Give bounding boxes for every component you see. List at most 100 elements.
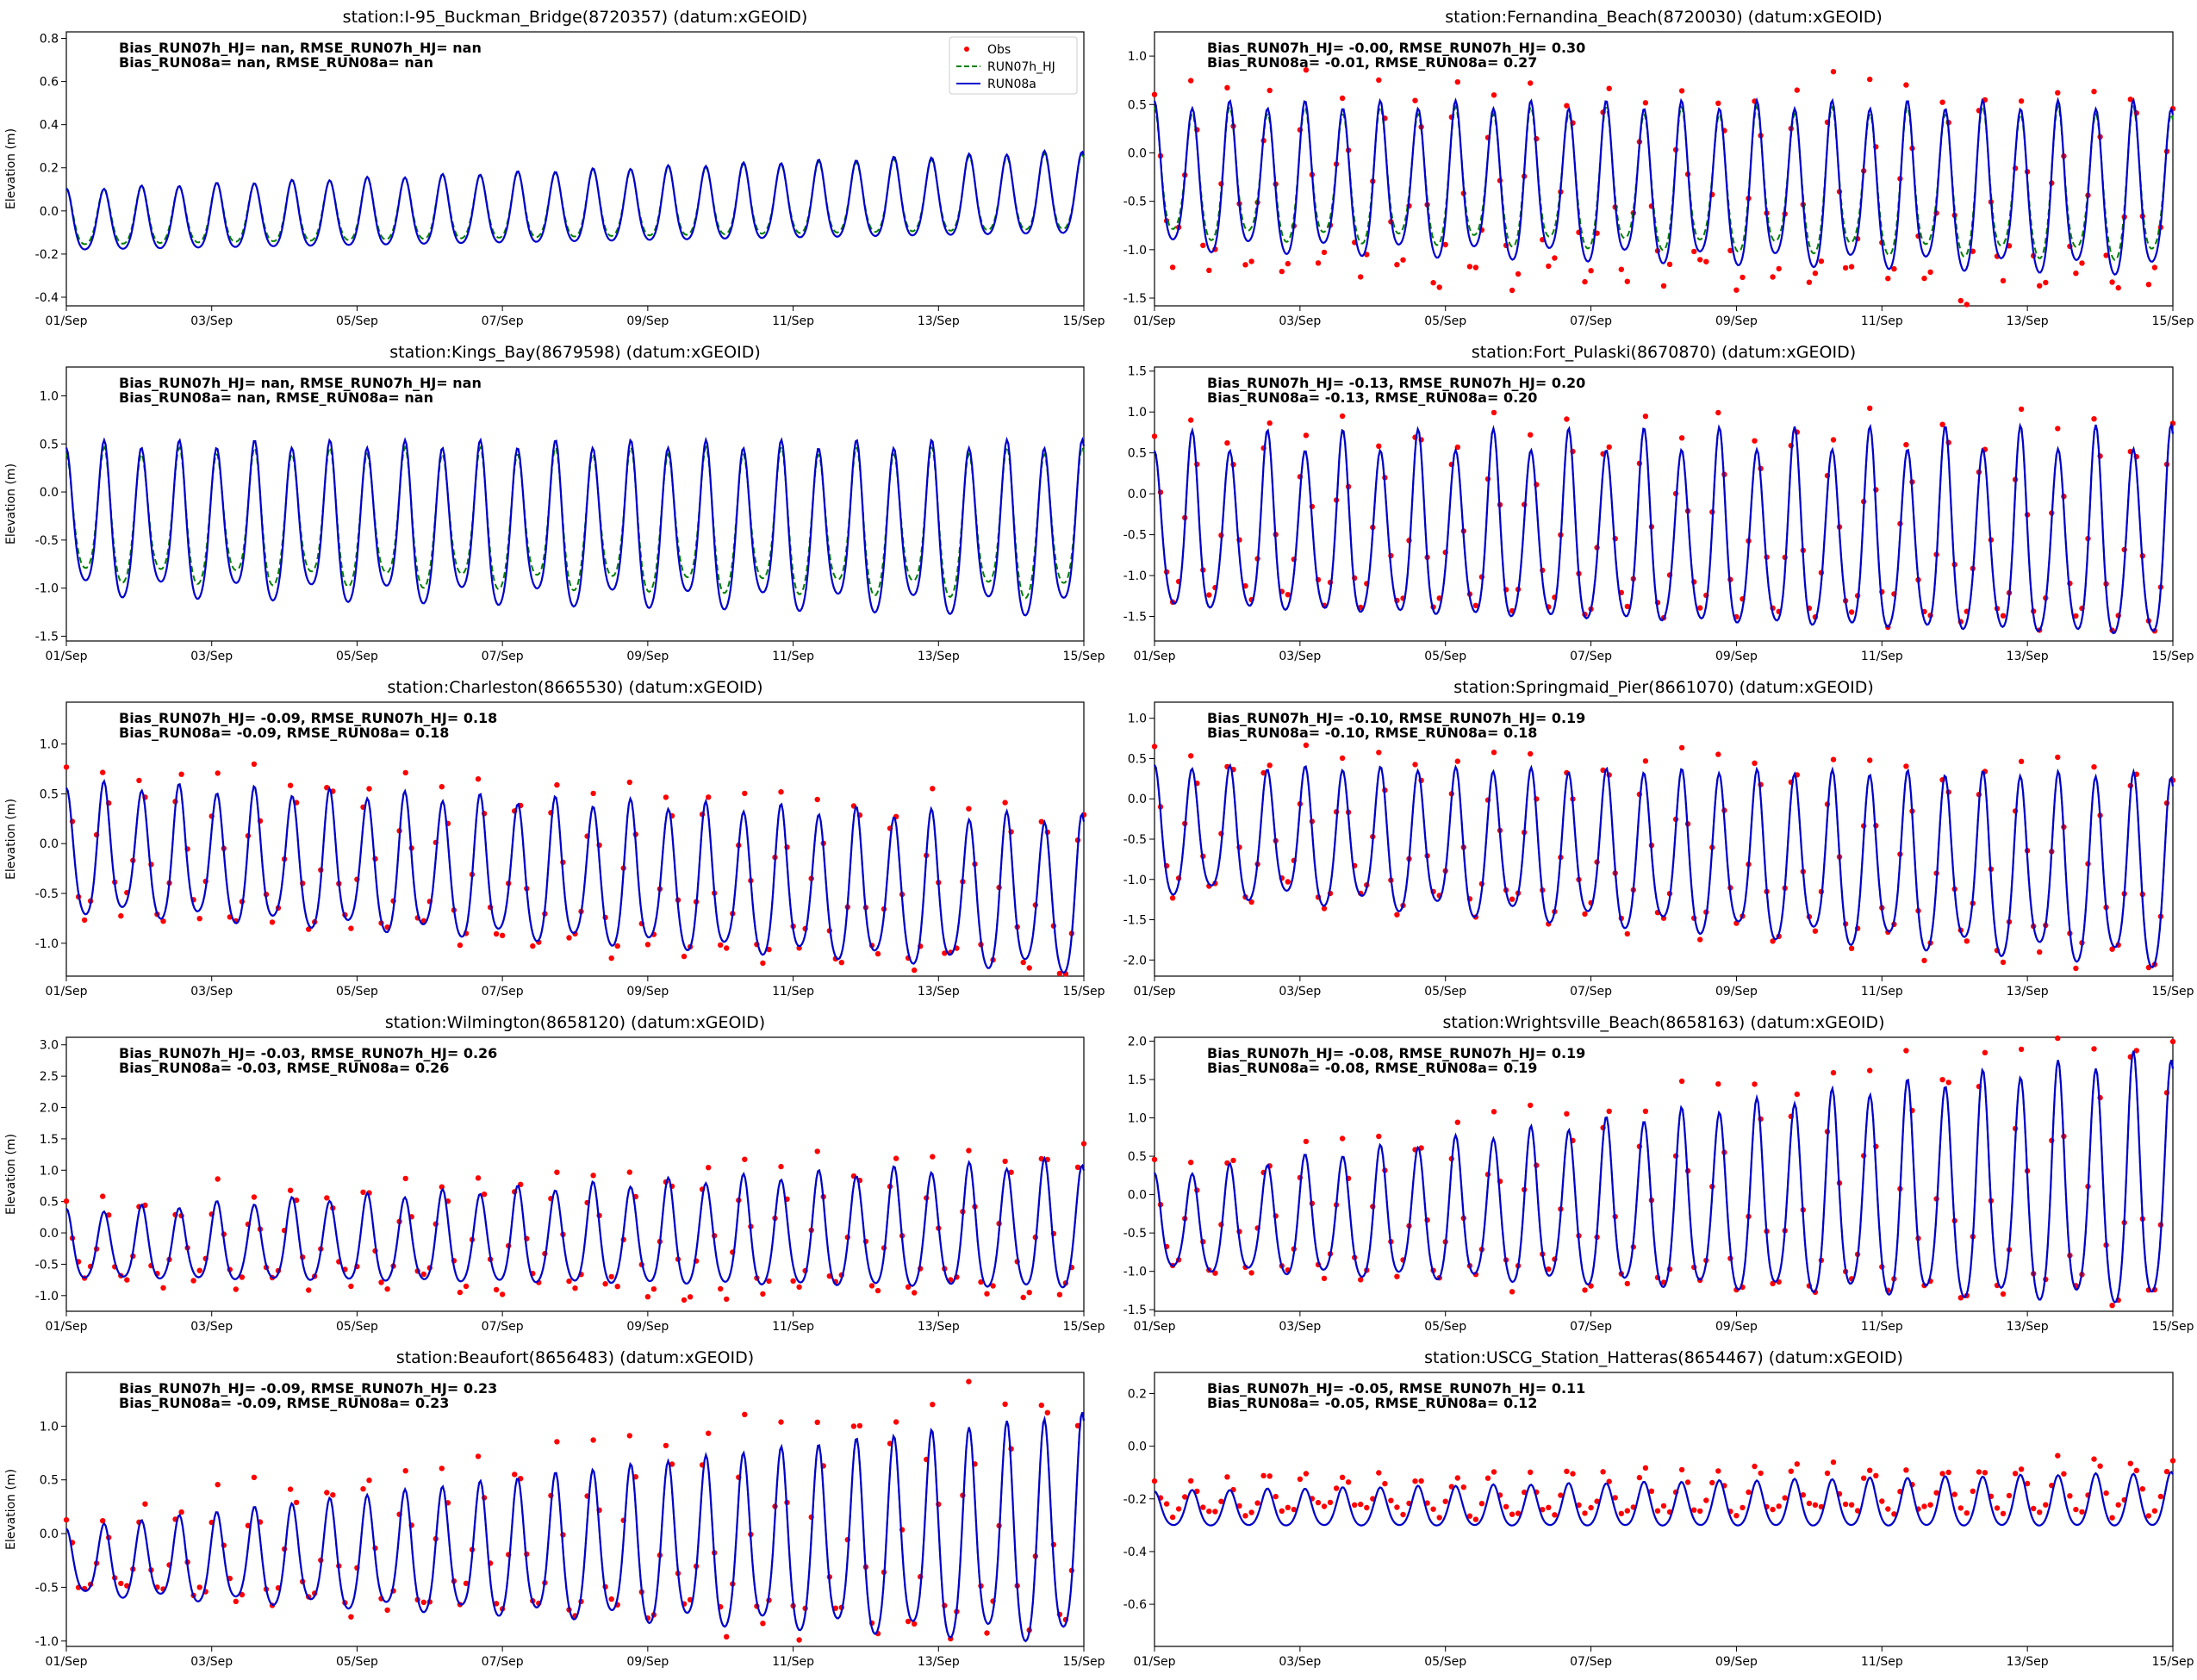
obs-point xyxy=(2091,89,2097,95)
x-tick-label: 03/Sep xyxy=(1279,314,1321,328)
obs-point xyxy=(251,1474,258,1481)
obs-point xyxy=(1436,284,1442,290)
y-tick-label: 0.2 xyxy=(1128,1387,1147,1401)
obs-point xyxy=(2067,1493,2073,1499)
obs-point xyxy=(626,1169,632,1175)
obs-point xyxy=(1248,258,1254,264)
obs-point xyxy=(1400,1511,1406,1518)
obs-point xyxy=(2079,1509,2085,1515)
obs-point xyxy=(1678,435,1685,441)
obs-point xyxy=(1303,1471,1310,1477)
obs-point xyxy=(1564,103,1570,109)
obs-point xyxy=(1582,1287,1588,1293)
obs-point xyxy=(1921,1503,1927,1509)
y-tick-label: 0.5 xyxy=(40,438,59,451)
y-tick-label: 1.5 xyxy=(1128,1073,1147,1087)
obs-point xyxy=(1582,278,1588,285)
obs-point xyxy=(796,1284,802,1291)
obs-point xyxy=(1854,1508,1861,1514)
obs-point xyxy=(856,1422,863,1429)
obs-point xyxy=(1582,1510,1588,1516)
x-tick-label: 01/Sep xyxy=(1134,985,1176,999)
x-tick-label: 05/Sep xyxy=(1424,985,1466,999)
obs-point xyxy=(1321,1503,1328,1509)
y-tick-label: 0.4 xyxy=(40,119,59,133)
obs-point xyxy=(1582,911,1588,918)
obs-point xyxy=(402,1175,408,1182)
obs-point xyxy=(1044,1409,1051,1416)
x-tick-label: 13/Sep xyxy=(918,650,960,663)
x-tick-label: 09/Sep xyxy=(1715,1320,1758,1334)
obs-point xyxy=(2073,1506,2079,1513)
obs-point xyxy=(2079,260,2085,266)
obs-point xyxy=(2061,1471,2067,1477)
obs-point xyxy=(1321,1275,1328,1282)
obs-point xyxy=(590,1173,596,1179)
obs-point xyxy=(1169,264,1176,271)
obs-point xyxy=(384,1286,390,1292)
obs-point xyxy=(106,1212,112,1218)
obs-point xyxy=(1454,1119,1461,1125)
obs-point xyxy=(1303,432,1310,439)
obs-point xyxy=(760,1291,766,1297)
obs-point xyxy=(324,1490,330,1496)
obs-point xyxy=(1939,1471,1945,1477)
y-tick-label: 0.5 xyxy=(1128,98,1147,112)
x-tick-label: 05/Sep xyxy=(1424,650,1466,663)
subplot-title: station:Springmaid_Pier(8661070) (datum:… xyxy=(1453,678,1874,697)
x-tick-label: 15/Sep xyxy=(2152,650,2194,663)
run08a-line xyxy=(1153,420,2175,635)
obs-point xyxy=(1491,750,1497,756)
obs-point xyxy=(2055,1453,2061,1459)
obs-point xyxy=(160,918,166,924)
obs-point xyxy=(439,1465,445,1472)
obs-point xyxy=(1394,262,1400,268)
obs-point xyxy=(1285,879,1291,885)
obs-point xyxy=(2018,758,2025,764)
obs-point xyxy=(1770,938,1776,944)
y-tick-label: -1.5 xyxy=(35,630,59,644)
y-tick-label: 0.0 xyxy=(40,837,59,851)
obs-point xyxy=(718,1285,724,1292)
obs-point xyxy=(990,1283,996,1289)
subplot-title: station:Beaufort(8656483) (datum:xGEOID) xyxy=(396,1348,754,1367)
obs-point xyxy=(1285,1504,1291,1511)
x-tick-label: 01/Sep xyxy=(46,1655,88,1669)
obs-point xyxy=(566,1278,572,1285)
obs-point xyxy=(602,1281,608,1287)
subplot-title: station:I-95_Buckman_Bridge(8720357) (da… xyxy=(343,8,808,27)
obs-point xyxy=(384,1607,390,1614)
obs-point xyxy=(1606,444,1612,451)
obs-point xyxy=(1321,905,1328,912)
stats-line: Bias_RUN08a= -0.09, RMSE_RUN08a= 0.23 xyxy=(119,1395,449,1411)
obs-point xyxy=(2006,1492,2013,1499)
obs-point xyxy=(1715,1081,1721,1087)
obs-point xyxy=(1752,1081,1758,1087)
x-tick-label: 05/Sep xyxy=(336,1655,378,1669)
y-axis-label: Elevation (m) xyxy=(4,128,18,209)
obs-point xyxy=(1812,271,1819,277)
obs-point xyxy=(663,794,669,800)
x-tick-label: 07/Sep xyxy=(482,650,524,663)
x-tick-label: 05/Sep xyxy=(1424,314,1466,328)
x-tick-label: 03/Sep xyxy=(190,314,233,328)
obs-point xyxy=(626,779,632,786)
obs-point xyxy=(1782,1495,1788,1501)
obs-point xyxy=(1212,1509,1218,1515)
obs-point xyxy=(1376,750,1382,756)
stats-line: Bias_RUN08a= -0.13, RMSE_RUN08a= 0.20 xyxy=(1207,389,1537,406)
stats-line: Bias_RUN07h_HJ= -0.09, RMSE_RUN07h_HJ= 0… xyxy=(119,710,497,726)
stats-line: Bias_RUN08a= nan, RMSE_RUN08a= nan xyxy=(119,54,433,71)
subplot-2: station:Kings_Bay(8679598) (datum:xGEOID… xyxy=(4,343,1105,663)
x-tick-label: 07/Sep xyxy=(1570,985,1612,999)
obs-point xyxy=(1454,444,1461,451)
obs-point xyxy=(1770,1506,1776,1513)
obs-point xyxy=(1248,1270,1254,1276)
run07h-line xyxy=(65,152,1085,246)
obs-point xyxy=(766,1278,772,1285)
obs-point xyxy=(1642,1465,1649,1472)
obs-point xyxy=(439,1184,445,1190)
obs-point xyxy=(1697,936,1703,943)
x-tick-label: 13/Sep xyxy=(918,1655,960,1669)
